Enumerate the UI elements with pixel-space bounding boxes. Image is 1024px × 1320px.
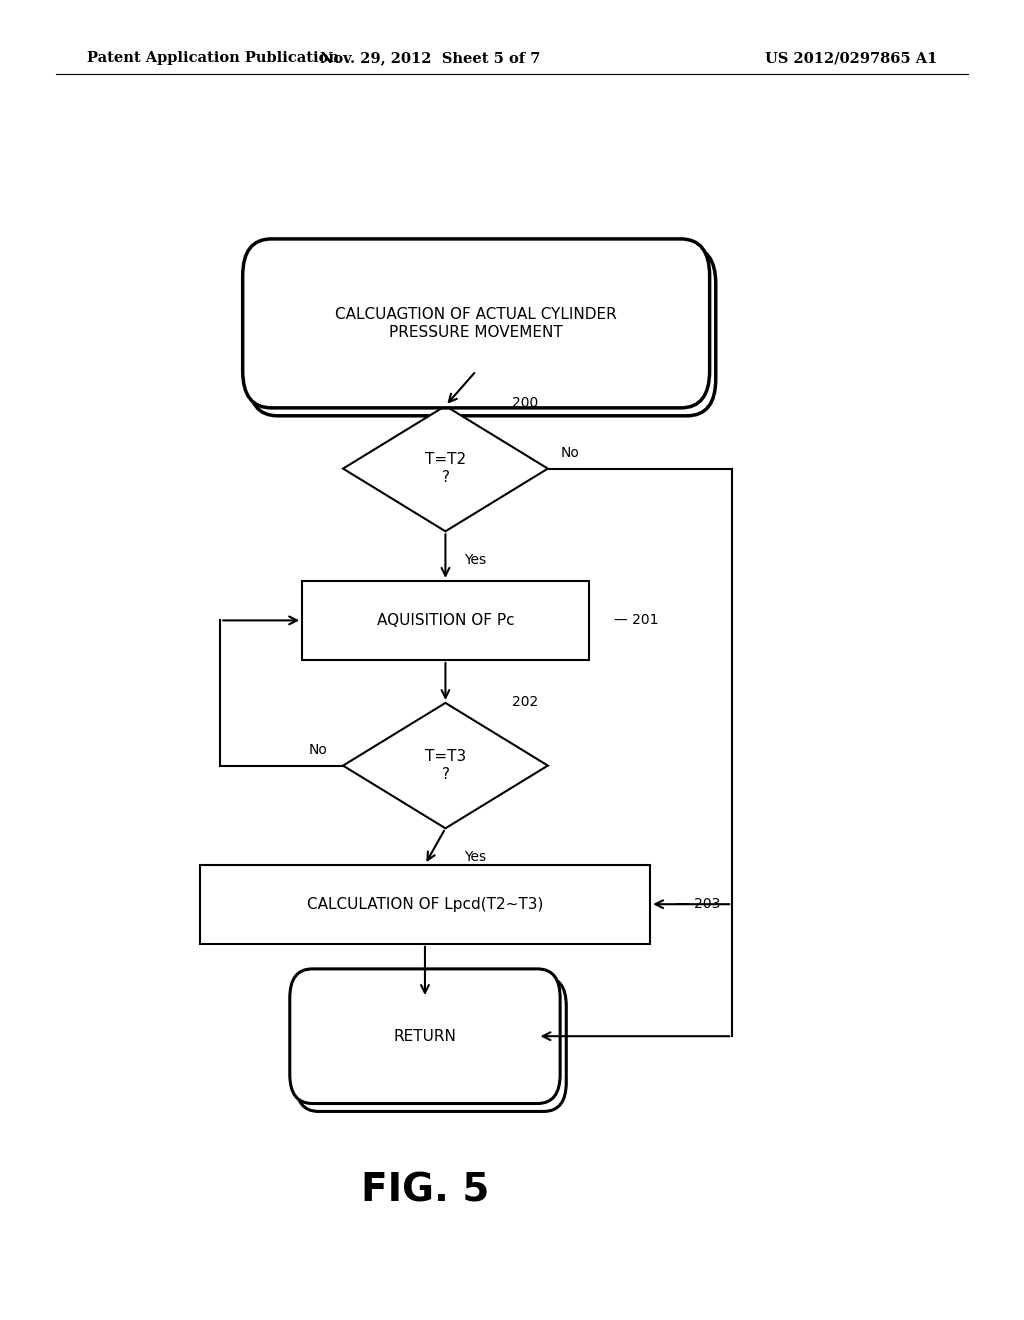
Text: CALCUAGTION OF ACTUAL CYLINDER
PRESSURE MOVEMENT: CALCUAGTION OF ACTUAL CYLINDER PRESSURE … xyxy=(335,308,617,339)
Text: — 201: — 201 xyxy=(614,614,658,627)
Text: FIG. 5: FIG. 5 xyxy=(360,1172,489,1209)
Polygon shape xyxy=(343,407,548,531)
FancyBboxPatch shape xyxy=(290,969,560,1104)
Text: 202: 202 xyxy=(512,696,539,709)
FancyBboxPatch shape xyxy=(243,239,710,408)
Text: RETURN: RETURN xyxy=(393,1028,457,1044)
Text: T=T3
?: T=T3 ? xyxy=(425,750,466,781)
Text: T=T2
?: T=T2 ? xyxy=(425,453,466,484)
Text: No: No xyxy=(309,743,328,756)
Bar xyxy=(200,865,650,944)
FancyBboxPatch shape xyxy=(296,977,566,1111)
Text: US 2012/0297865 A1: US 2012/0297865 A1 xyxy=(765,51,937,65)
Text: CALCULATION OF Lpcd(T2∼T3): CALCULATION OF Lpcd(T2∼T3) xyxy=(307,896,543,912)
Text: Patent Application Publication: Patent Application Publication xyxy=(87,51,339,65)
Text: No: No xyxy=(560,446,579,459)
Polygon shape xyxy=(343,704,548,829)
Text: AQUISITION OF Pc: AQUISITION OF Pc xyxy=(377,612,514,628)
Text: Yes: Yes xyxy=(464,850,486,865)
Text: — 203: — 203 xyxy=(676,898,720,911)
FancyBboxPatch shape xyxy=(249,247,716,416)
Text: 200: 200 xyxy=(512,396,539,409)
Bar xyxy=(302,581,589,660)
Text: Nov. 29, 2012  Sheet 5 of 7: Nov. 29, 2012 Sheet 5 of 7 xyxy=(319,51,541,65)
Text: Yes: Yes xyxy=(464,553,486,568)
